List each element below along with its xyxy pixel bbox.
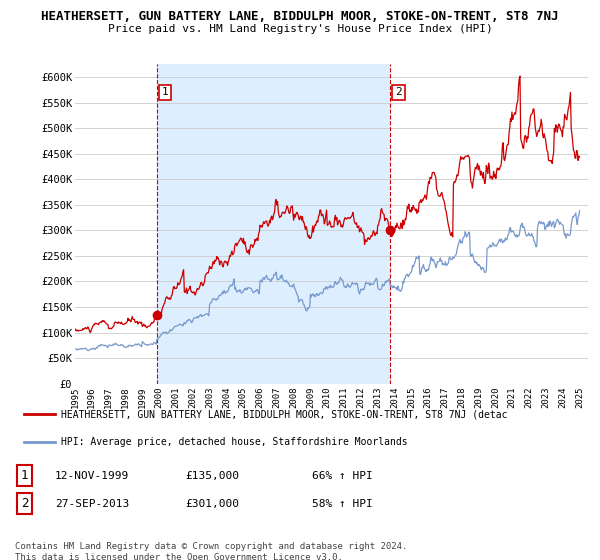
Text: HEATHERSETT, GUN BATTERY LANE, BIDDULPH MOOR, STOKE-ON-TRENT, ST8 7NJ (detac: HEATHERSETT, GUN BATTERY LANE, BIDDULPH … — [61, 409, 508, 419]
Text: £135,000: £135,000 — [185, 470, 239, 480]
Text: 58% ↑ HPI: 58% ↑ HPI — [311, 498, 372, 508]
Text: 2: 2 — [20, 497, 28, 510]
Text: £301,000: £301,000 — [185, 498, 239, 508]
Text: 66% ↑ HPI: 66% ↑ HPI — [311, 470, 372, 480]
Text: 2: 2 — [395, 87, 402, 97]
Text: HEATHERSETT, GUN BATTERY LANE, BIDDULPH MOOR, STOKE-ON-TRENT, ST8 7NJ: HEATHERSETT, GUN BATTERY LANE, BIDDULPH … — [41, 10, 559, 23]
Text: 27-SEP-2013: 27-SEP-2013 — [55, 498, 130, 508]
Text: Price paid vs. HM Land Registry's House Price Index (HPI): Price paid vs. HM Land Registry's House … — [107, 24, 493, 34]
Text: This data is licensed under the Open Government Licence v3.0.: This data is licensed under the Open Gov… — [15, 553, 343, 560]
Text: 1: 1 — [20, 469, 28, 482]
Text: Contains HM Land Registry data © Crown copyright and database right 2024.: Contains HM Land Registry data © Crown c… — [15, 542, 407, 550]
Text: 12-NOV-1999: 12-NOV-1999 — [55, 470, 130, 480]
Text: 1: 1 — [162, 87, 169, 97]
Text: HPI: Average price, detached house, Staffordshire Moorlands: HPI: Average price, detached house, Staf… — [61, 437, 407, 447]
Bar — [157, 64, 390, 384]
